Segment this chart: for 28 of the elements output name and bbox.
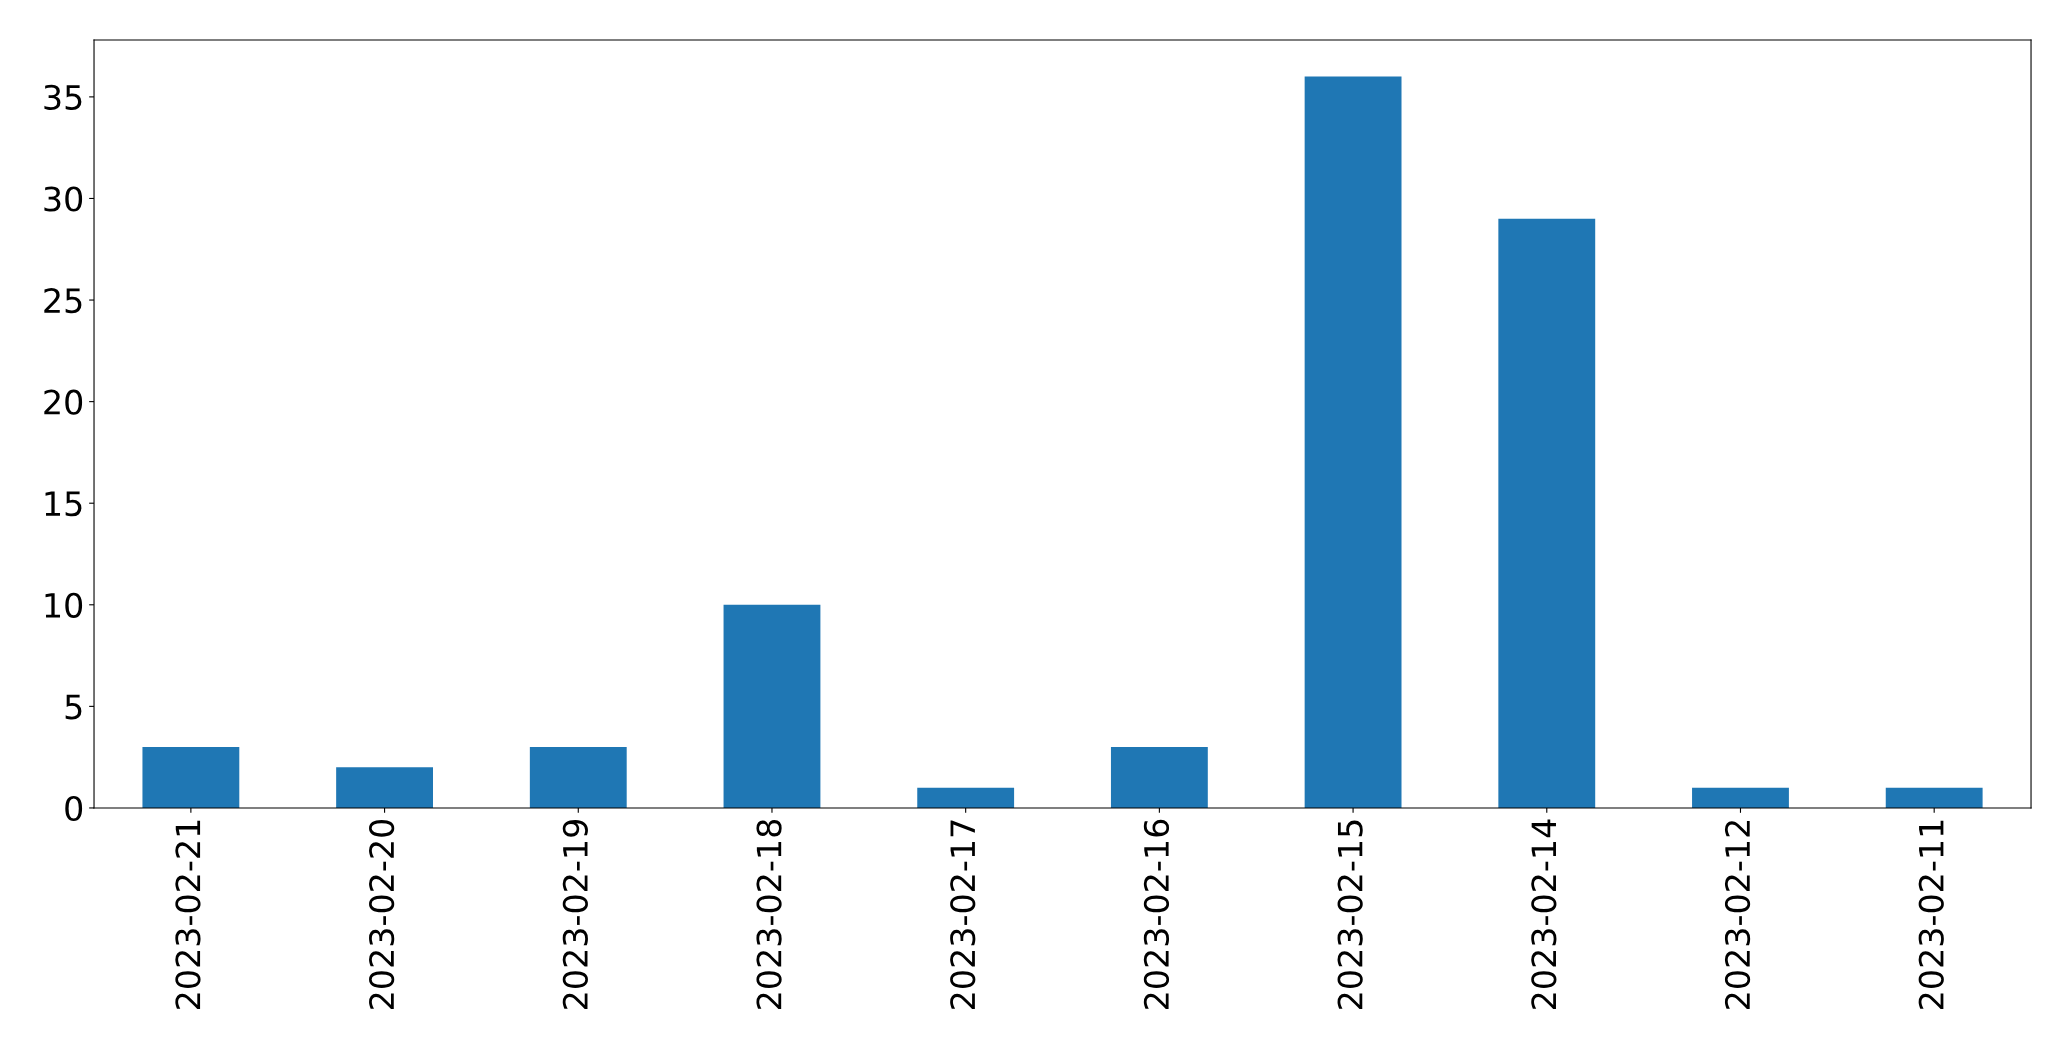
- x-tick-label: 2023-02-14: [1531, 819, 1557, 1009]
- x-tick-label: 2023-02-18: [756, 819, 782, 1009]
- bar: [1692, 787, 1789, 808]
- bar: [336, 767, 433, 808]
- bar: [723, 604, 821, 808]
- bar: [142, 747, 240, 808]
- y-tick-label: 10: [45, 592, 83, 618]
- x-tick-label: 2023-02-12: [1724, 821, 1751, 1009]
- bar: [1110, 747, 1208, 808]
- x-tick-label: 2023-02-16: [1143, 819, 1170, 1009]
- y-tick-label: 35: [44, 84, 82, 111]
- y-tick-label: 0: [65, 795, 83, 822]
- x-tick-label: 2023-02-11: [1918, 820, 1944, 1009]
- bar: [1498, 218, 1596, 808]
- bar: [1885, 787, 1983, 808]
- y-tick-label: 20: [44, 389, 83, 415]
- x-tick-label: 2023-02-21: [175, 820, 201, 1009]
- bar: [1304, 76, 1402, 808]
- y-tick-label: 30: [44, 186, 83, 212]
- x-tick-label: 2023-02-15: [1337, 820, 1363, 1009]
- x-tick-label: 2023-02-17: [950, 820, 976, 1009]
- bar: [529, 747, 627, 808]
- x-tick-label: 2023-02-20: [369, 819, 395, 1009]
- y-tick-label: 5: [65, 694, 82, 720]
- y-tick-label: 15: [45, 491, 82, 517]
- bar: [917, 787, 1015, 808]
- y-tick-label: 25: [44, 287, 82, 314]
- x-tick-label: 2023-02-19: [562, 820, 588, 1009]
